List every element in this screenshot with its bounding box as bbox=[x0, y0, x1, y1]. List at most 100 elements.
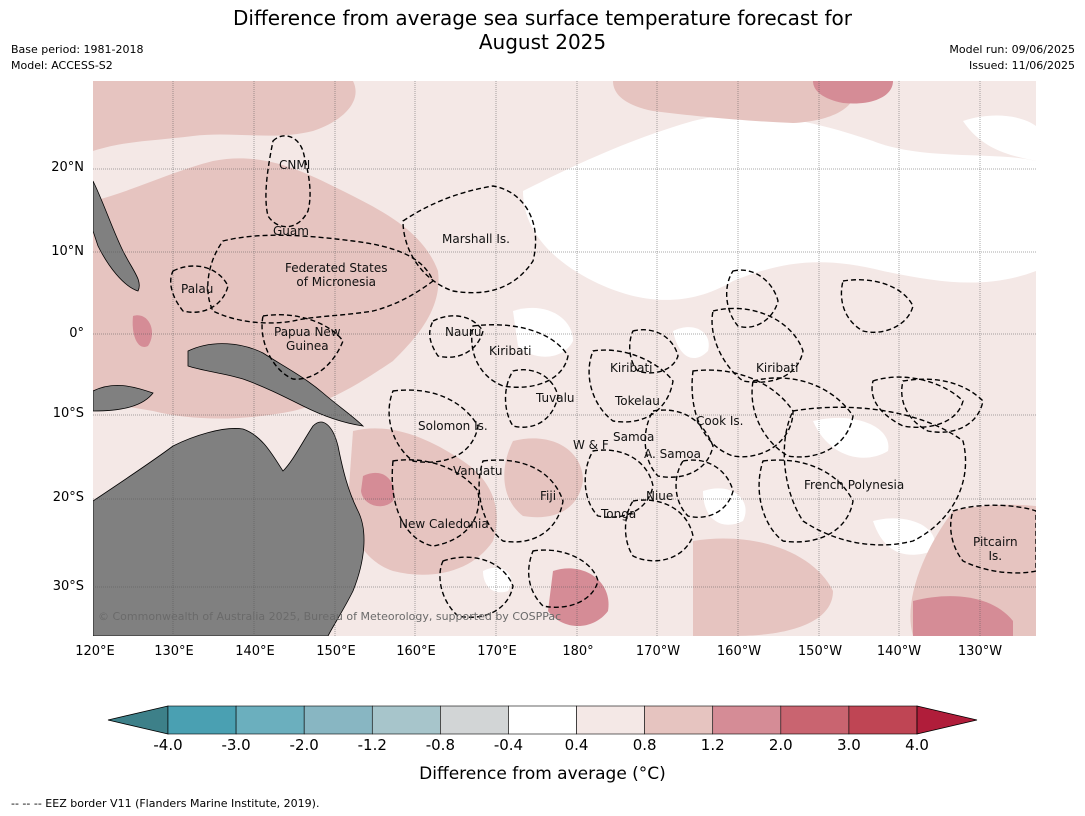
colorbar-label: Difference from average (°C) bbox=[419, 764, 666, 784]
lon-label-140w: 140°W bbox=[876, 644, 922, 659]
warm-zone-west-pacific bbox=[93, 158, 439, 419]
neutral-zone-southeast-1 bbox=[813, 417, 889, 458]
colorbar-cell bbox=[576, 705, 645, 735]
lon-label-170w: 170°W bbox=[635, 644, 681, 659]
region-label-american-samoa: A. Samoa bbox=[644, 447, 701, 461]
region-label-nauru: Nauru bbox=[445, 325, 482, 339]
colorbar-tick-label: 1.2 bbox=[700, 736, 725, 754]
meta-right: Model run: 09/06/2025 Issued: 11/06/2025 bbox=[949, 42, 1075, 74]
region-label-samoa: Samoa bbox=[613, 430, 655, 444]
region-label-marshall: Marshall Is. bbox=[442, 232, 510, 246]
region-label-kiribati-central: Kiribati bbox=[610, 361, 653, 375]
region-label-pitcairn: Pitcairn Is. bbox=[973, 535, 1018, 563]
eez-border-note: -- -- -- EEZ border V11 (Flanders Marine… bbox=[11, 797, 320, 810]
colorbar-cell bbox=[440, 705, 509, 735]
warm-zone-coral-sea bbox=[348, 428, 497, 575]
region-label-solomon: Solomon Is. bbox=[418, 419, 488, 433]
strong-warm-zone-3 bbox=[548, 568, 609, 626]
strong-warm-zone-5 bbox=[813, 81, 893, 104]
gridlines bbox=[93, 81, 1036, 636]
lon-label-160e: 160°E bbox=[396, 644, 436, 659]
region-label-niue: Niue bbox=[646, 489, 674, 503]
lon-label-150w: 150°W bbox=[797, 644, 843, 659]
meta-left: Base period: 1981-2018 Model: ACCESS-S2 bbox=[11, 42, 143, 74]
colorbar-tick-label: -4.0 bbox=[153, 736, 183, 754]
lat-label-30s: 30°S bbox=[52, 579, 84, 594]
lon-label-150e: 150°E bbox=[316, 644, 356, 659]
warm-zone-north-central bbox=[613, 81, 855, 123]
region-label-kiribati-west: Kiribati bbox=[489, 344, 532, 358]
colorbar-extend-low bbox=[107, 705, 169, 735]
lon-label-140e: 140°E bbox=[235, 644, 275, 659]
colorbar-cell bbox=[235, 705, 305, 735]
lon-label-160w: 160°W bbox=[716, 644, 762, 659]
colorbar-cell bbox=[780, 705, 850, 735]
lat-label-20n: 20°N bbox=[51, 160, 84, 175]
region-label-png: Papua New Guinea bbox=[274, 325, 341, 353]
colorbar-tick-label: 0.8 bbox=[632, 736, 657, 754]
neutral-zone-north-central bbox=[523, 114, 1036, 300]
sst-anomaly-map bbox=[93, 81, 1036, 636]
australia-landmass bbox=[93, 421, 365, 636]
copyright-notice: © Commonwealth of Australia 2025, Bureau… bbox=[98, 610, 562, 623]
colorbar-cell bbox=[644, 705, 714, 735]
colorbar-tick-label: 0.4 bbox=[564, 736, 589, 754]
strong-warm-zone-2 bbox=[132, 315, 153, 347]
region-label-vanuatu: Vanuatu bbox=[453, 464, 503, 478]
model-name: Model: ACCESS-S2 bbox=[11, 59, 113, 72]
title-line-2: August 2025 bbox=[478, 30, 607, 54]
colorbar-tick-label: -0.4 bbox=[493, 736, 524, 754]
lon-label-120e: 120°E bbox=[75, 644, 115, 659]
region-label-fsm: Federated States of Micronesia bbox=[285, 261, 388, 289]
colorbar-cell bbox=[303, 705, 373, 735]
region-label-palau: Palau bbox=[181, 282, 214, 296]
region-label-french-polynesia: French Polynesia bbox=[804, 478, 905, 492]
region-label-tonga: Tonga bbox=[601, 507, 637, 521]
eez-borders bbox=[170, 135, 1036, 618]
model-run: Model run: 09/06/2025 bbox=[949, 43, 1075, 56]
neutral-zone-equatorial-2 bbox=[673, 327, 709, 359]
neutral-zone-northeast bbox=[963, 115, 1036, 161]
region-label-wallis-futuna: W & F bbox=[573, 438, 609, 452]
neutral-zone-southeast-2 bbox=[873, 518, 935, 555]
colorbar-tick-label: -1.2 bbox=[357, 736, 387, 754]
lat-label-10s: 10°S bbox=[52, 406, 84, 421]
colorbar-tick-label: -3.0 bbox=[221, 736, 251, 754]
lon-label-170e: 170°E bbox=[477, 644, 517, 659]
lat-label-0: 0° bbox=[69, 326, 84, 341]
region-label-fiji: Fiji bbox=[540, 489, 557, 503]
region-label-cnmi: CNMI bbox=[279, 158, 311, 172]
region-label-kiribati-east: Kiribati bbox=[756, 361, 799, 375]
chart-title: Difference from average sea surface temp… bbox=[0, 6, 1085, 54]
neutral-zone-south-1 bbox=[483, 567, 512, 593]
region-label-cook: Cook Is. bbox=[696, 414, 744, 428]
warm-zone-south-central bbox=[504, 438, 583, 518]
lat-label-20s: 20°S bbox=[52, 490, 84, 505]
strong-warm-zone-4 bbox=[913, 596, 1013, 636]
lon-label-180: 180° bbox=[562, 644, 594, 659]
region-label-guam: Guam bbox=[273, 224, 309, 238]
issued-date: Issued: 11/06/2025 bbox=[968, 59, 1075, 72]
indonesia-islands bbox=[93, 385, 154, 412]
colorbar-extend-high bbox=[916, 705, 978, 735]
lon-label-130e: 130°E bbox=[154, 644, 194, 659]
lon-label-130w: 130°W bbox=[957, 644, 1003, 659]
new-guinea-landmass bbox=[187, 343, 365, 427]
lat-label-10n: 10°N bbox=[51, 244, 84, 259]
region-label-tuvalu: Tuvalu bbox=[536, 391, 575, 405]
colorbar-tick-label: -2.0 bbox=[289, 736, 319, 754]
colorbar-cell bbox=[371, 705, 441, 735]
title-line-1: Difference from average sea surface temp… bbox=[232, 6, 852, 30]
map-canvas bbox=[93, 81, 1036, 636]
colorbar-cell bbox=[508, 705, 577, 735]
colorbar-cell bbox=[167, 705, 237, 735]
colorbar-tick-label: 2.0 bbox=[768, 736, 793, 754]
colorbar-cell bbox=[712, 705, 782, 735]
colorbar-tick-label: -0.8 bbox=[425, 736, 455, 754]
region-label-tokelau: Tokelau bbox=[615, 394, 660, 408]
colorbar-tick-label: 3.0 bbox=[836, 736, 861, 754]
base-period: Base period: 1981-2018 bbox=[11, 43, 144, 56]
warm-zone-north bbox=[93, 81, 356, 151]
region-label-new-caledonia: New Caledonia bbox=[399, 517, 489, 531]
philippines-landmass bbox=[93, 180, 140, 292]
